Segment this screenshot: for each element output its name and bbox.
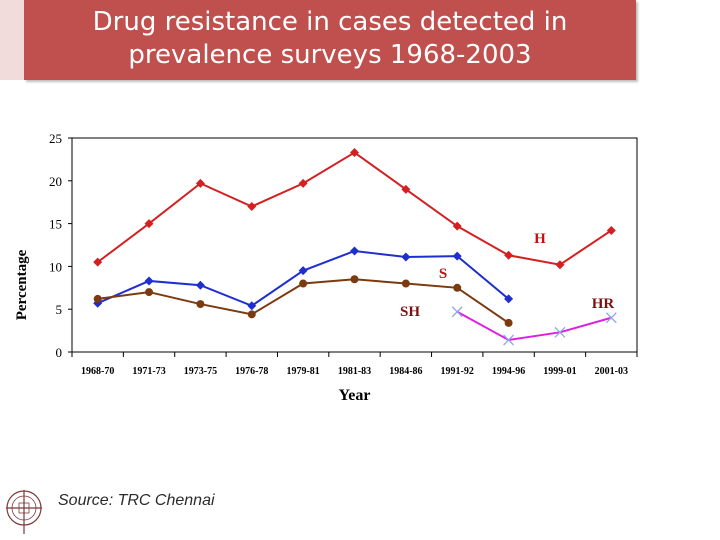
data-point: [93, 294, 102, 303]
data-point: [144, 276, 154, 286]
x-tick-label: 1999-01: [543, 366, 576, 377]
data-point: [606, 225, 616, 235]
x-tick-label: 1976-78: [235, 366, 268, 377]
data-point: [401, 279, 410, 288]
data-point: [504, 318, 513, 327]
data-point: [350, 148, 359, 158]
x-tick-label: 1979-81: [286, 366, 319, 377]
data-point: [298, 266, 308, 276]
series-h: [93, 148, 616, 270]
data-point: [144, 219, 154, 229]
x-tick-label: 1991-92: [441, 366, 474, 377]
data-point: [299, 279, 308, 288]
x-tick-label: 1981-83: [338, 366, 371, 377]
y-tick-label: 25: [49, 131, 62, 146]
chart-axes: [71, 137, 638, 353]
data-point: [504, 294, 514, 304]
source-note: Source: TRC Chennai: [58, 492, 215, 509]
data-point: [93, 257, 103, 267]
series-label-sh: SH: [400, 304, 420, 320]
series-label-hr: HR: [592, 296, 615, 312]
data-point: [195, 280, 205, 290]
y-tick-label: 0: [56, 345, 63, 360]
data-point: [350, 275, 359, 284]
data-point: [452, 251, 462, 261]
data-point: [350, 246, 359, 256]
series-label-h: H: [534, 231, 546, 247]
trc-logo-icon: [6, 490, 42, 534]
data-point: [401, 252, 411, 262]
x-tick-label: 2001-03: [595, 366, 628, 377]
data-point: [453, 283, 462, 292]
x-axis-title: Year: [339, 387, 371, 404]
data-point: [555, 260, 565, 270]
x-tick-label: 1994-96: [492, 366, 525, 377]
data-point: [145, 288, 154, 297]
chart-labels: Year Percentage H S SH HR: [14, 231, 614, 404]
slide-title: Drug resistance in cases detected in pre…: [24, 6, 636, 72]
series-line-hr: [456, 310, 612, 342]
data-point: [247, 310, 256, 319]
data-point: [504, 250, 514, 260]
x-tick-label: 1984-86: [389, 366, 422, 377]
series-label-s: S: [439, 266, 447, 282]
data-point: [196, 300, 205, 309]
chart-ticks: 0 5 10 15 20 25 1968-70 1971-73 1973-75 1976-78 19…: [49, 131, 638, 377]
data-point: [247, 301, 257, 311]
y-tick-label: 15: [49, 217, 62, 232]
data-point: [451, 306, 463, 318]
chart-series: [93, 148, 617, 346]
data-point: [503, 334, 515, 346]
series-s: [93, 246, 514, 311]
slide-title-line2: prevalence surveys 1968-2003: [128, 40, 532, 70]
title-left-strip: [0, 0, 24, 80]
slide-title-line1: Drug resistance in cases detected in: [92, 7, 568, 37]
data-point: [554, 326, 566, 338]
data-point: [401, 184, 411, 194]
y-tick-label: 10: [49, 259, 62, 274]
series-sh: [93, 275, 513, 327]
data-point: [452, 221, 462, 231]
data-point: [298, 178, 308, 188]
series-hr: [451, 306, 617, 346]
x-tick-label: 1971-73: [132, 366, 165, 377]
y-axis-title: Percentage: [14, 249, 30, 320]
data-point: [247, 201, 257, 211]
x-tick-label: 1968-70: [81, 366, 114, 377]
plot-frame: [71, 137, 638, 353]
y-tick-label: 20: [49, 174, 62, 189]
y-tick-label: 5: [56, 302, 63, 317]
x-tick-label: 1973-75: [184, 366, 217, 377]
data-point: [605, 312, 617, 324]
data-point: [195, 178, 205, 188]
title-band: [24, 0, 636, 80]
